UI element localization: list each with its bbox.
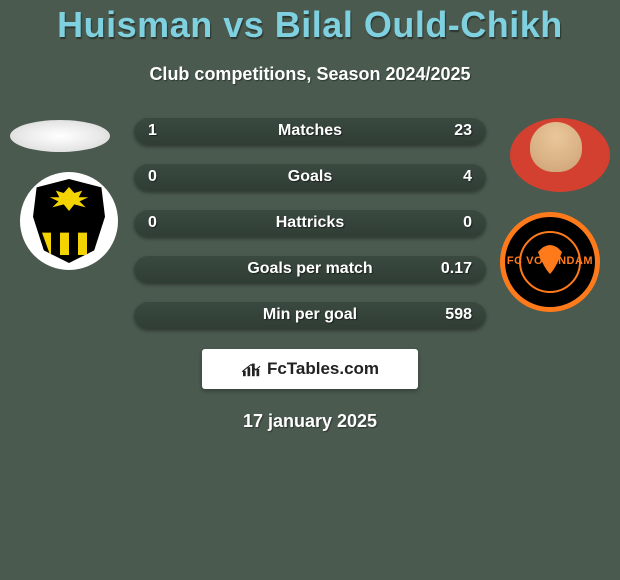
stat-label: Matches <box>134 122 486 140</box>
page-title: Huisman vs Bilal Ould-Chikh <box>0 0 620 46</box>
stat-value-right: 598 <box>445 306 472 324</box>
vs-label: vs <box>223 4 264 45</box>
source-badge: FcTables.com <box>202 349 418 389</box>
source-badge-text: FcTables.com <box>267 359 379 379</box>
date-label: 17 january 2025 <box>0 411 620 432</box>
team2-logo: FC VOLENDAM <box>500 212 600 312</box>
stat-label: Goals per match <box>134 260 486 278</box>
stat-value-right: 23 <box>454 122 472 140</box>
stat-label: Hattricks <box>134 214 486 232</box>
player1-name: Huisman <box>57 4 213 45</box>
player2-photo <box>510 118 610 192</box>
player2-name: Bilal Ould-Chikh <box>275 4 563 45</box>
stat-label: Min per goal <box>134 306 486 324</box>
player1-photo <box>10 120 110 152</box>
stat-value-right: 4 <box>463 168 472 186</box>
stat-value-right: 0 <box>463 214 472 232</box>
stat-value-right: 0.17 <box>441 260 472 278</box>
stat-row: 0 Goals 4 <box>134 163 486 191</box>
stat-value-left: 1 <box>148 122 157 140</box>
team1-logo <box>20 172 118 270</box>
stat-row: Min per goal 598 <box>134 301 486 329</box>
stat-row: Goals per match 0.17 <box>134 255 486 283</box>
stat-row: 0 Hattricks 0 <box>134 209 486 237</box>
stat-value-left: 0 <box>148 214 157 232</box>
stat-value-left: 0 <box>148 168 157 186</box>
stat-row: 1 Matches 23 <box>134 117 486 145</box>
team2-ring-icon <box>500 212 600 312</box>
subtitle: Club competitions, Season 2024/2025 <box>0 64 620 85</box>
barchart-icon <box>241 360 263 378</box>
team1-shield-icon <box>33 179 105 263</box>
stat-label: Goals <box>134 168 486 186</box>
